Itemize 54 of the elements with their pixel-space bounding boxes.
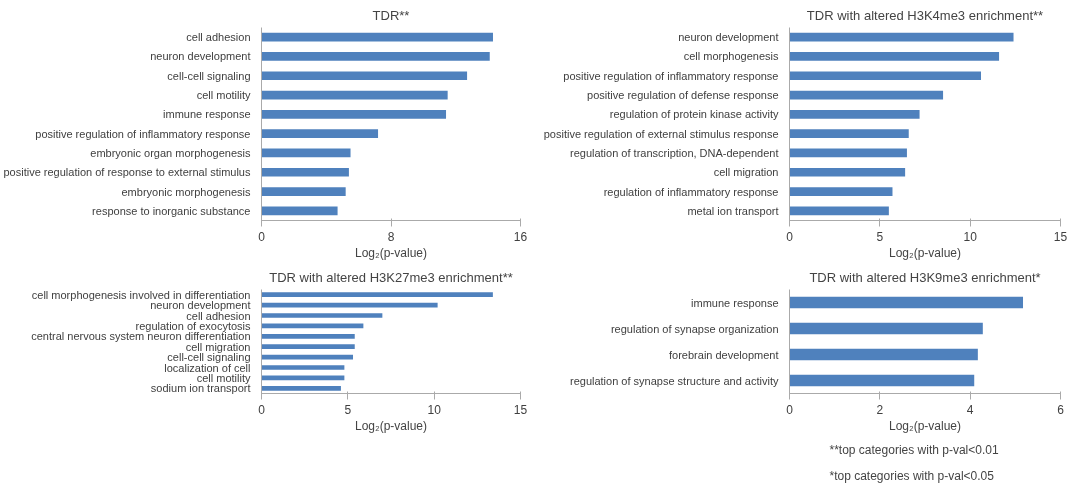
y-tick-label: cell migration — [185, 340, 251, 353]
y-tick-label: neuron development — [150, 299, 251, 312]
y-tick-label: neuron development — [678, 31, 779, 44]
x-axis-title: Log₂(p-value) — [354, 245, 428, 260]
y-tick-label: regulation of protein kinase activity — [609, 108, 779, 121]
x-tick-label: 5 — [344, 402, 352, 417]
x-tick-label: 0 — [258, 229, 266, 244]
y-tick-label: regulation of synapse organization — [610, 322, 779, 335]
y-tick-label: cell motility — [196, 89, 251, 102]
x-tick-label: 6 — [1057, 402, 1065, 417]
x-tick-label: 16 — [513, 229, 528, 244]
x-axis-title: Log₂(p-value) — [354, 418, 428, 433]
y-tick-label: regulation of inflammatory response — [603, 185, 779, 198]
chart-title: TDR** — [372, 7, 410, 23]
y-tick-label: regulation of exocytosis — [135, 319, 251, 332]
y-tick-label: positive regulation of response to external stimulus — [3, 166, 251, 179]
x-tick-label: 2 — [876, 402, 884, 417]
y-tick-label: positive regulation of inflammatory response — [563, 69, 779, 82]
y-tick-label: forebrain development — [669, 348, 779, 361]
y-tick-label: metal ion transport — [687, 204, 779, 217]
x-tick-label: 8 — [387, 229, 395, 244]
y-tick-label: cell-cell signaling — [167, 69, 251, 82]
x-tick-label: 0 — [786, 402, 794, 417]
x-tick-label: 15 — [513, 402, 528, 417]
y-tick-label: cell migration — [713, 166, 779, 179]
y-tick-label: embryonic organ morphogenesis — [90, 146, 251, 159]
x-axis-title: Log₂(p-value) — [888, 418, 962, 433]
y-tick-label: positive regulation of defense response — [587, 89, 779, 102]
y-tick-label: cell morphogenesis — [683, 50, 779, 63]
y-tick-label: regulation of synapse structure and activity — [570, 374, 779, 387]
x-tick-label: 0 — [786, 229, 794, 244]
x-tick-label: 5 — [876, 229, 884, 244]
x-tick-label: 10 — [427, 402, 442, 417]
x-tick-label: 15 — [1053, 229, 1068, 244]
chart-title: TDR with altered H3K27me3 enrichment** — [269, 269, 513, 285]
text: *top categories with p-val<0.05 — [829, 468, 995, 483]
chart-title: TDR with altered H3K9me3 enrichment* — [809, 269, 1041, 285]
y-tick-label: embryonic morphogenesis — [121, 185, 251, 198]
y-tick-label: cell motility — [196, 371, 251, 384]
y-tick-label: positive regulation of inflammatory response — [35, 127, 251, 140]
y-tick-label: response to inorganic substance — [92, 204, 251, 217]
y-tick-label: immune response — [163, 108, 251, 121]
y-tick-label: cell morphogenesis involved in differentiation — [31, 288, 251, 301]
y-tick-label: cell adhesion — [186, 31, 251, 44]
x-tick-label: 4 — [966, 402, 974, 417]
y-tick-label: positive regulation of external stimulus response — [543, 127, 779, 140]
text: **top categories with p-val<0.01 — [829, 442, 999, 457]
x-tick-label: 10 — [963, 229, 978, 244]
y-tick-label: immune response — [691, 296, 779, 309]
chart-title: TDR with altered H3K4me3 enrichment** — [806, 7, 1044, 23]
x-tick-label: 0 — [258, 402, 266, 417]
x-axis-title: Log₂(p-value) — [888, 245, 962, 260]
y-tick-label: neuron development — [150, 50, 251, 63]
y-tick-label: regulation of transcription, DNA-dependent — [569, 146, 779, 159]
